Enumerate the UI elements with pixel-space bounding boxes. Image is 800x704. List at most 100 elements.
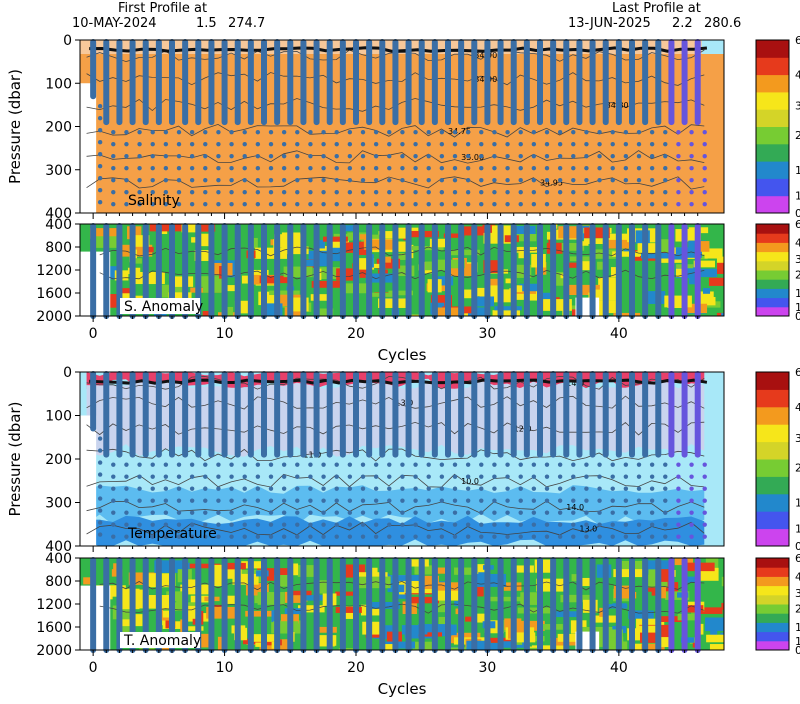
sample-dot — [177, 130, 181, 134]
sample-dot — [532, 474, 536, 478]
sample-dot — [164, 178, 168, 182]
sample-dot — [689, 178, 693, 182]
colorbar-tick-label: 2.5 — [795, 129, 800, 142]
colorbar-swatch — [756, 40, 789, 58]
sample-dot — [453, 154, 457, 158]
sample-dot — [466, 166, 470, 170]
sample-dot — [151, 462, 155, 466]
sample-dot — [676, 190, 680, 194]
sample-dot — [348, 190, 352, 194]
sample-dot — [177, 154, 181, 158]
colorbar-swatch — [756, 261, 789, 271]
sample-dot — [216, 202, 220, 206]
anomaly-patch — [700, 269, 717, 277]
sample-dot — [413, 534, 417, 538]
salinity-section: 34.9034.9034.8034.7535.0034.95SalinityPr… — [6, 40, 724, 213]
colorbar-swatch — [756, 407, 789, 425]
sample-dot — [321, 142, 325, 146]
sample-dot — [703, 474, 707, 478]
sample-dot — [400, 154, 404, 158]
sample-dot — [256, 534, 260, 538]
colorbar-swatch — [756, 613, 789, 623]
sample-dot — [387, 190, 391, 194]
sample-dot — [229, 154, 233, 158]
sample-dot — [124, 510, 128, 514]
sample-dot — [479, 498, 483, 502]
y-tick-label: 300 — [45, 496, 72, 512]
sample-dot — [400, 130, 404, 134]
sample-dot — [597, 190, 601, 194]
sample-dot — [308, 486, 312, 490]
colorbar-swatch — [756, 476, 789, 494]
sample-dot — [256, 166, 260, 170]
sample-dot — [98, 104, 102, 108]
sample-dot — [400, 190, 404, 194]
sample-dot — [190, 166, 194, 170]
sample-dot — [321, 498, 325, 502]
sample-dot — [361, 166, 365, 170]
sample-dot — [624, 166, 628, 170]
x-tick-label: 40 — [610, 660, 628, 676]
sample-dot — [571, 142, 575, 146]
sample-dot — [532, 534, 536, 538]
sample-dot — [611, 178, 615, 182]
sample-dot — [269, 154, 273, 158]
sample-dot — [203, 142, 207, 146]
sample-dot — [532, 142, 536, 146]
sample-dot — [229, 202, 233, 206]
x-tick-label: 30 — [479, 326, 497, 342]
sample-dot — [348, 486, 352, 490]
sample-dot — [611, 474, 615, 478]
sample-dot — [492, 178, 496, 182]
sample-dot — [676, 498, 680, 502]
sample-dot — [466, 522, 470, 526]
sample-dot — [374, 498, 378, 502]
colorbar-tick-label: 1 — [795, 301, 800, 314]
sample-dot — [413, 510, 417, 514]
sample-dot — [519, 510, 523, 514]
sample-dot — [374, 178, 378, 182]
sample-dot — [98, 496, 102, 500]
sample-dot — [440, 474, 444, 478]
sample-dot — [282, 190, 286, 194]
colorbar-swatch — [756, 567, 789, 577]
sample-dot — [137, 166, 141, 170]
sample-dot — [374, 522, 378, 526]
sample-dot — [492, 510, 496, 514]
sample-dot — [335, 522, 339, 526]
sample-dot — [637, 510, 641, 514]
sample-dot — [361, 190, 365, 194]
sample-dot — [637, 190, 641, 194]
sample-dot — [545, 510, 549, 514]
sample-dot — [558, 130, 562, 134]
sample-dot — [190, 498, 194, 502]
colorbar-tick-label: 4.5 — [795, 401, 800, 414]
sample-dot — [361, 130, 365, 134]
sample-dot — [361, 510, 365, 514]
colorbar-tick-label: 1.5 — [795, 287, 800, 300]
sample-dot — [519, 178, 523, 182]
sample-dot — [663, 202, 667, 206]
sample-dot — [650, 142, 654, 146]
no-data-patch — [80, 416, 96, 547]
sample-dot — [413, 178, 417, 182]
sample-dot — [466, 178, 470, 182]
sample-dot — [611, 486, 615, 490]
sample-dot — [321, 154, 325, 158]
colorbar-swatch — [756, 270, 789, 280]
sample-dot — [689, 474, 693, 478]
sample-dot — [243, 534, 247, 538]
sample-dot — [637, 486, 641, 490]
sample-dot — [571, 202, 575, 206]
sample-dot — [348, 510, 352, 514]
first-profile-date: 10-MAY-2024 — [72, 16, 157, 31]
sample-dot — [387, 130, 391, 134]
x-tick-label: 20 — [347, 326, 365, 342]
sample-dot — [164, 462, 168, 466]
sample-dot — [335, 178, 339, 182]
panel-label: Salinity — [128, 193, 180, 209]
sample-dot — [413, 154, 417, 158]
colorbar-tick-label: 6 — [795, 218, 800, 231]
sample-dot — [216, 130, 220, 134]
